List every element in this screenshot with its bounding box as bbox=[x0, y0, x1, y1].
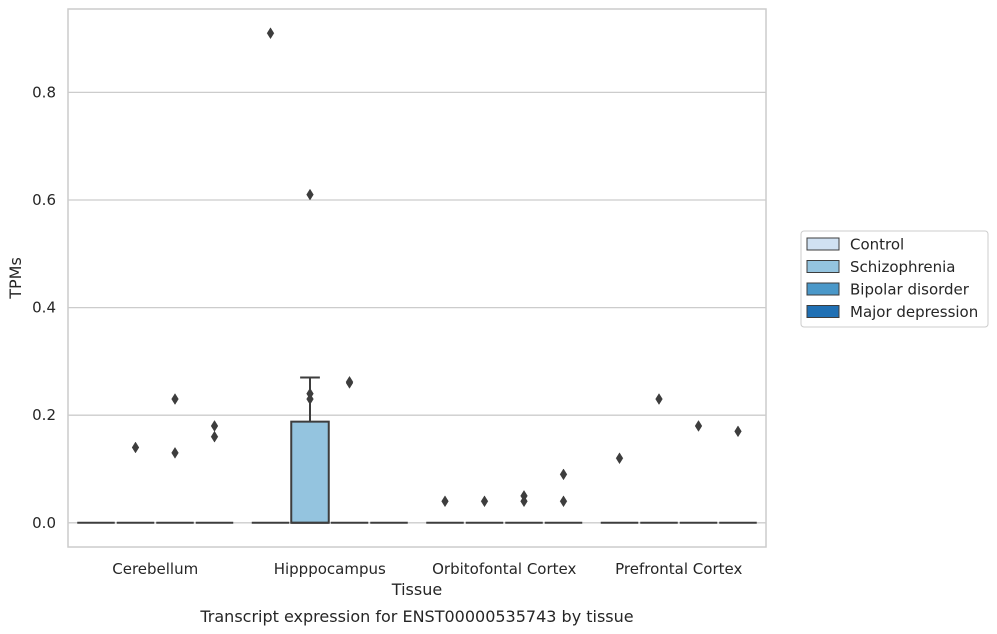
outlier-point bbox=[345, 375, 354, 388]
outlier-point bbox=[734, 425, 742, 438]
outlier-point bbox=[559, 495, 568, 508]
outlier-point bbox=[131, 441, 140, 454]
y-tick-label: 0.8 bbox=[32, 83, 56, 101]
outlier-point bbox=[615, 452, 624, 465]
outlier-point bbox=[655, 393, 663, 405]
outlier-point bbox=[171, 393, 179, 405]
outlier-point bbox=[520, 495, 528, 508]
legend-label: Control bbox=[850, 236, 904, 254]
x-tick-label: Cerebellum bbox=[112, 560, 198, 578]
outlier-point bbox=[210, 420, 219, 432]
y-tick-label: 0.6 bbox=[32, 191, 56, 209]
outlier-marks bbox=[131, 27, 742, 508]
legend-swatch bbox=[806, 282, 840, 296]
legend-label: Schizophrenia bbox=[850, 258, 955, 276]
legend-swatch bbox=[806, 260, 840, 273]
outlier-point bbox=[559, 468, 568, 481]
x-tick-label: Prefrontal Cortex bbox=[615, 560, 742, 578]
chart-caption: Transcript expression for ENST0000053574… bbox=[199, 607, 633, 626]
legend-label: Bipolar disorder bbox=[850, 281, 970, 299]
legend-frame bbox=[800, 230, 989, 328]
x-tick-labels: Cerebellum Hipppocampus Orbitofontal Corte… bbox=[112, 560, 742, 578]
y-tick-label: 0.0 bbox=[32, 514, 56, 532]
box-marks bbox=[77, 376, 757, 524]
box-body bbox=[290, 420, 330, 524]
outlier-point bbox=[210, 430, 219, 443]
outlier-point bbox=[694, 420, 703, 432]
outlier-point bbox=[441, 495, 449, 508]
outlier-point bbox=[306, 188, 314, 201]
y-tick-labels: 0.0 0.2 0.4 0.6 0.8 bbox=[32, 83, 56, 531]
outlier-point bbox=[171, 446, 179, 459]
outlier-point bbox=[480, 495, 489, 508]
legend-label: Major depression bbox=[850, 303, 978, 321]
box-1-1 bbox=[290, 376, 330, 524]
outlier-point bbox=[306, 393, 314, 405]
outlier-point bbox=[266, 27, 275, 40]
legend-swatch bbox=[806, 305, 840, 318]
y-gridlines bbox=[68, 91, 766, 524]
x-tick-label: Orbitofontal Cortex bbox=[432, 560, 576, 578]
legend: Control Schizophrenia Bipolar disorder Majo… bbox=[800, 230, 989, 328]
legend-swatch bbox=[806, 237, 840, 251]
y-axis-label: TPMs bbox=[6, 257, 25, 300]
y-tick-label: 0.4 bbox=[32, 299, 56, 317]
y-tick-label: 0.2 bbox=[32, 406, 56, 424]
x-tick-label: Hipppocampus bbox=[274, 560, 386, 578]
plot-area-frame bbox=[67, 8, 767, 548]
x-axis-label: Tissue bbox=[391, 580, 442, 599]
